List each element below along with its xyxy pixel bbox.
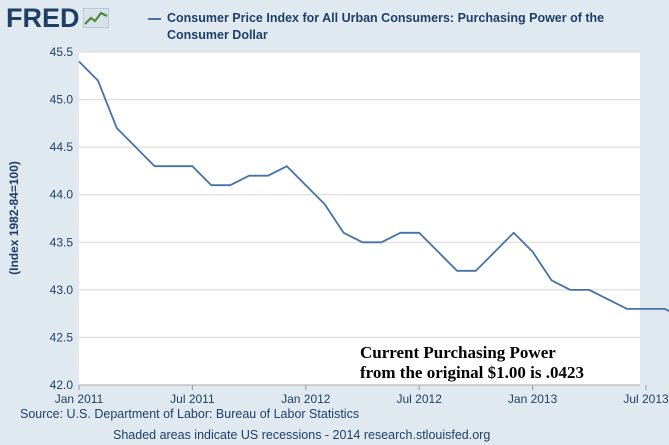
x-tick-label: Jan 2012 xyxy=(281,392,331,406)
x-tick-label: Jan 2013 xyxy=(508,392,558,406)
plot-area xyxy=(79,52,640,385)
legend-swatch xyxy=(148,18,161,20)
fred-logo-text: FRED xyxy=(6,3,80,33)
y-tick-label: 45.0 xyxy=(50,93,74,107)
chart-legend: Consumer Price Index for All Urban Consu… xyxy=(148,10,648,44)
y-tick-label: 44.0 xyxy=(50,188,74,202)
series-line xyxy=(78,60,669,312)
annotation-text: from the original $1.00 is .0423 xyxy=(360,363,584,382)
series-group xyxy=(78,60,669,312)
y-tick-label: 42.5 xyxy=(50,330,74,344)
recession-note: Shaded areas indicate US recessions - 20… xyxy=(113,428,491,442)
y-axis-label: (Index 1982-84=100) xyxy=(7,161,21,275)
fred-chart-icon xyxy=(82,8,109,28)
grid-lines xyxy=(78,51,647,390)
y-tick-label: 42.0 xyxy=(50,378,74,392)
y-tick-label: 44.5 xyxy=(50,140,74,154)
source-note: Source: U.S. Department of Labor: Bureau… xyxy=(20,407,360,421)
y-tick-label: 43.0 xyxy=(50,283,74,297)
y-tick-label: 45.5 xyxy=(50,45,74,59)
y-tick-labels: 42.0 42.5 43.0 43.5 44.0 44.5 45.0 45.5 xyxy=(50,45,74,392)
fred-logo: FRED xyxy=(6,4,109,32)
x-tick-label: Jan 2011 xyxy=(55,392,104,406)
x-tick-label: Jul 2011 xyxy=(170,392,215,406)
annotation-text: Current Purchasing Power xyxy=(360,343,556,362)
x-tick-label: Jul 2013 xyxy=(623,392,669,406)
legend-label: Consumer Price Index for All Urban Consu… xyxy=(167,11,605,42)
x-tick-labels: Jan 2011 Jul 2011 Jan 2012 Jul 2012 Jan 2013… xyxy=(55,392,669,406)
y-tick-label: 43.5 xyxy=(50,235,74,249)
x-tick-label: Jul 2012 xyxy=(397,392,443,406)
